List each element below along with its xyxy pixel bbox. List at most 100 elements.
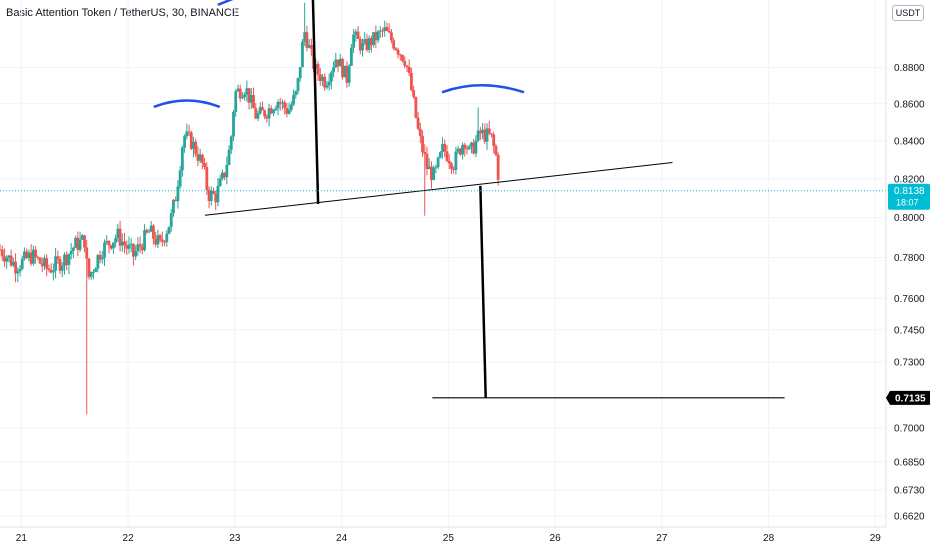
- candle-body: [118, 228, 122, 246]
- candle-body: [232, 111, 235, 137]
- candle-body: [261, 107, 264, 111]
- candle-body: [238, 88, 242, 99]
- candle-body: [361, 43, 364, 51]
- candle-body: [301, 41, 304, 68]
- candle-body: [123, 241, 126, 246]
- candle-body: [323, 76, 327, 88]
- candle-body: [445, 151, 449, 161]
- candle-body: [461, 144, 464, 155]
- y-tick-label: 0.7450: [894, 325, 925, 336]
- neckline: [204, 162, 673, 216]
- candle-body: [478, 130, 482, 134]
- candle-body: [107, 240, 111, 246]
- candle-body: [465, 148, 469, 150]
- candle-body: [227, 149, 231, 165]
- candle-body: [49, 270, 53, 273]
- candle-body: [403, 60, 407, 66]
- candle-body: [174, 199, 178, 202]
- candle-body: [138, 244, 142, 247]
- candle-body: [216, 185, 220, 203]
- candle-body: [149, 225, 153, 232]
- x-tick-label: 21: [16, 533, 28, 544]
- candle-body: [472, 142, 476, 154]
- candle-body: [447, 160, 451, 164]
- candle-body: [303, 32, 307, 42]
- candle-body: [416, 117, 420, 129]
- candle-body: [112, 242, 115, 249]
- candle-body: [418, 128, 422, 136]
- candle-body: [296, 78, 300, 92]
- candle-body: [16, 271, 20, 274]
- candle-body: [114, 238, 118, 243]
- candle-body: [56, 256, 60, 259]
- candle-body: [80, 235, 84, 240]
- candle-body: [11, 261, 15, 266]
- candle-body: [369, 38, 373, 46]
- candle-body: [376, 31, 380, 41]
- candle-body: [109, 245, 113, 249]
- candle-body: [243, 94, 247, 98]
- candle-body: [45, 258, 49, 269]
- candle-body: [78, 239, 82, 250]
- candle-body: [194, 141, 198, 155]
- candle-body: [134, 251, 138, 257]
- candle-body: [396, 49, 400, 55]
- candle-body: [392, 40, 396, 49]
- target-price-badge: [886, 390, 930, 405]
- y-tick-label: 0.8400: [894, 136, 925, 147]
- candle-body: [254, 108, 258, 119]
- candle-body: [196, 154, 200, 161]
- target-price-label: 0.7135: [895, 393, 926, 404]
- candle-body: [487, 128, 491, 134]
- candle-body: [494, 146, 498, 155]
- y-tick-label: 0.6850: [894, 458, 925, 469]
- candle-body: [100, 257, 104, 260]
- y-tick-label: 0.6730: [894, 485, 925, 496]
- candle-body: [163, 241, 166, 243]
- candle-body: [218, 178, 222, 186]
- candle-body: [65, 254, 69, 265]
- candle-body: [74, 237, 78, 248]
- candle-body: [298, 67, 302, 79]
- candle-body: [140, 246, 144, 251]
- target-measure-line: [479, 185, 487, 398]
- x-tick-label: 25: [443, 533, 455, 544]
- candle-body: [274, 108, 278, 111]
- candle-body: [436, 157, 440, 168]
- candle-body: [414, 96, 418, 118]
- candle-body: [207, 189, 211, 202]
- candle-body: [94, 268, 98, 272]
- candle-body: [0, 249, 2, 251]
- candle-body: [187, 131, 191, 133]
- candle-body: [474, 140, 478, 154]
- candle-body: [23, 251, 26, 259]
- candle-body: [421, 135, 424, 152]
- y-tick-label: 0.7300: [894, 357, 925, 368]
- candle-body: [3, 256, 6, 262]
- candle-body: [58, 258, 62, 271]
- candle-body: [214, 193, 218, 203]
- candle-body: [209, 190, 213, 202]
- candle-body: [467, 146, 471, 149]
- candle-body: [103, 242, 106, 258]
- candle-body: [485, 128, 489, 142]
- candle-body: [407, 66, 411, 73]
- candle-body: [410, 72, 413, 91]
- candle-body: [385, 27, 389, 32]
- candlestick-series: [0, 2, 500, 415]
- candle-body: [387, 31, 391, 33]
- candle-body: [316, 63, 320, 75]
- y-tick-label: 0.8200: [894, 174, 925, 185]
- candle-body: [423, 151, 427, 155]
- candle-body: [263, 110, 267, 117]
- candle-body: [463, 144, 467, 149]
- pattern-annotations: [0, 0, 886, 399]
- x-tick-label: 28: [763, 533, 775, 544]
- head-measure-line: [311, 0, 320, 204]
- currency-button[interactable]: USDT: [892, 5, 924, 21]
- candle-body: [258, 107, 262, 114]
- candle-body: [294, 91, 298, 96]
- candle-body: [5, 257, 9, 262]
- right-shoulder-arc: [441, 83, 525, 94]
